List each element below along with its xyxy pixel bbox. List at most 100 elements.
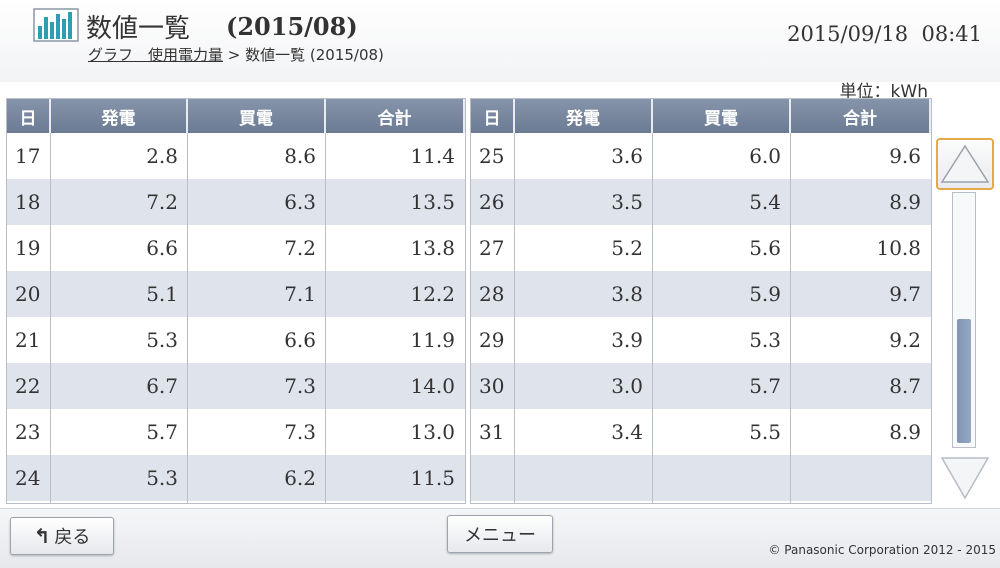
cell-day: 26 — [479, 190, 505, 214]
page-title: 数値一覧 — [86, 14, 191, 44]
column-divider — [50, 133, 51, 503]
page-period: (2015/08) — [226, 12, 358, 41]
menu-button[interactable]: メニュー — [447, 515, 553, 553]
cell-purchase: 5.7 — [749, 374, 781, 398]
cell-purchase: 8.6 — [284, 144, 316, 168]
menu-button-label: メニュー — [464, 525, 536, 546]
column-header-purchase: 買電 — [188, 99, 326, 133]
column-header-generation: 発電 — [515, 99, 653, 133]
cell-total: 9.6 — [889, 144, 921, 168]
cell-day: 22 — [15, 374, 41, 398]
table-row: 28 3.8 5.9 9.7 — [471, 271, 931, 317]
cell-total: 8.9 — [889, 420, 921, 444]
column-divider — [187, 133, 188, 503]
cell-generation: 3.6 — [611, 144, 643, 168]
cell-day: 20 — [15, 282, 41, 306]
cell-total: 8.7 — [889, 374, 921, 398]
cell-total: 13.5 — [410, 190, 455, 214]
cell-generation: 5.7 — [146, 420, 178, 444]
cell-purchase: 7.3 — [284, 420, 316, 444]
table-row: 18 7.2 6.3 13.5 — [7, 179, 465, 225]
chevron-up-icon — [940, 144, 990, 183]
column-divider — [790, 133, 791, 503]
cell-purchase: 7.2 — [284, 236, 316, 260]
scrollbar-thumb[interactable] — [957, 319, 971, 443]
cell-day: 24 — [15, 466, 41, 490]
table-row: 27 5.2 5.6 10.8 — [471, 225, 931, 271]
chevron-down-icon — [940, 457, 990, 500]
column-header-total: 合計 — [791, 99, 931, 133]
table-row: 29 3.9 5.3 9.2 — [471, 317, 931, 363]
cell-day: 29 — [479, 328, 505, 352]
cell-generation: 6.6 — [146, 236, 178, 260]
cell-total: 11.4 — [410, 144, 455, 168]
column-header-day: 日 — [471, 99, 515, 133]
footer-bar: ↰ 戻る メニュー © Panasonic Corporation 2012 -… — [0, 508, 1000, 568]
cell-purchase: 6.2 — [284, 466, 316, 490]
breadcrumb-current: > 数値一覧 (2015/08) — [223, 46, 384, 64]
cell-day: 27 — [479, 236, 505, 260]
cell-total: 9.7 — [889, 282, 921, 306]
back-button-label: 戻る — [54, 527, 91, 548]
cell-purchase: 7.1 — [284, 282, 316, 306]
column-divider — [652, 133, 653, 503]
table-row: 25 3.6 6.0 9.6 — [471, 133, 931, 179]
cell-total: 11.9 — [410, 328, 455, 352]
cell-generation: 6.7 — [146, 374, 178, 398]
cell-generation: 5.2 — [611, 236, 643, 260]
cell-generation: 7.2 — [146, 190, 178, 214]
cell-purchase: 5.5 — [749, 420, 781, 444]
cell-day: 31 — [479, 420, 505, 444]
cell-total: 11.5 — [410, 466, 455, 490]
scroll-down-button[interactable] — [936, 452, 994, 504]
bar-chart-icon — [33, 8, 79, 42]
table-row: 21 5.3 6.6 11.9 — [7, 317, 465, 363]
cell-day: 17 — [15, 144, 41, 168]
cell-purchase: 6.3 — [284, 190, 316, 214]
cell-generation: 3.9 — [611, 328, 643, 352]
cell-generation: 3.4 — [611, 420, 643, 444]
table-row: 22 6.7 7.3 14.0 — [7, 363, 465, 409]
table-row: 17 2.8 8.6 11.4 — [7, 133, 465, 179]
header-bar: 数値一覧 (2015/08) グラフ 使用電力量 > 数値一覧 (2015/08… — [0, 0, 1000, 82]
breadcrumb: グラフ 使用電力量 > 数値一覧 (2015/08) — [88, 44, 384, 65]
scroll-up-button[interactable] — [936, 138, 994, 190]
breadcrumb-link-graph[interactable]: グラフ 使用電力量 — [88, 46, 224, 64]
cell-purchase: 7.3 — [284, 374, 316, 398]
unit-label: 単位：kWh — [839, 82, 928, 102]
cell-day: 23 — [15, 420, 41, 444]
back-button[interactable]: ↰ 戻る — [10, 517, 114, 555]
data-table-left: 日発電 買電 合計 17 2.8 8.6 11.4 18 7.2 6.3 13.5 19 6.6 7.2 1… — [6, 98, 466, 504]
table-row: 30 3.0 5.7 8.7 — [471, 363, 931, 409]
cell-purchase: 6.0 — [749, 144, 781, 168]
cell-total: 13.0 — [410, 420, 455, 444]
column-header-total: 合計 — [326, 99, 465, 133]
column-header-generation: 発電 — [51, 99, 188, 133]
cell-generation: 2.8 — [146, 144, 178, 168]
table-row: 20 5.1 7.1 12.2 — [7, 271, 465, 317]
column-divider — [325, 133, 326, 503]
cell-generation: 5.1 — [146, 282, 178, 306]
cell-purchase: 5.6 — [749, 236, 781, 260]
cell-day: 28 — [479, 282, 505, 306]
cell-day: 25 — [479, 144, 505, 168]
cell-total — [791, 455, 931, 501]
table-row: 31 3.4 5.5 8.9 — [471, 409, 931, 455]
cell-total: 8.9 — [889, 190, 921, 214]
cell-generation — [515, 455, 653, 501]
column-header-purchase: 買電 — [653, 99, 791, 133]
cell-purchase: 6.6 — [284, 328, 316, 352]
column-divider — [514, 133, 515, 503]
copyright-text: © Panasonic Corporation 2012 - 2015 — [768, 543, 996, 557]
cell-generation: 3.0 — [611, 374, 643, 398]
cell-total: 13.8 — [410, 236, 455, 260]
cell-total: 14.0 — [410, 374, 455, 398]
scrollbar-track[interactable] — [952, 192, 976, 448]
table-row — [471, 455, 931, 501]
cell-total: 10.8 — [876, 236, 921, 260]
cell-purchase: 5.3 — [749, 328, 781, 352]
return-arrow-icon: ↰ — [33, 524, 51, 548]
column-header-day: 日 — [7, 99, 51, 133]
cell-generation: 3.5 — [611, 190, 643, 214]
cell-generation: 5.3 — [146, 466, 178, 490]
